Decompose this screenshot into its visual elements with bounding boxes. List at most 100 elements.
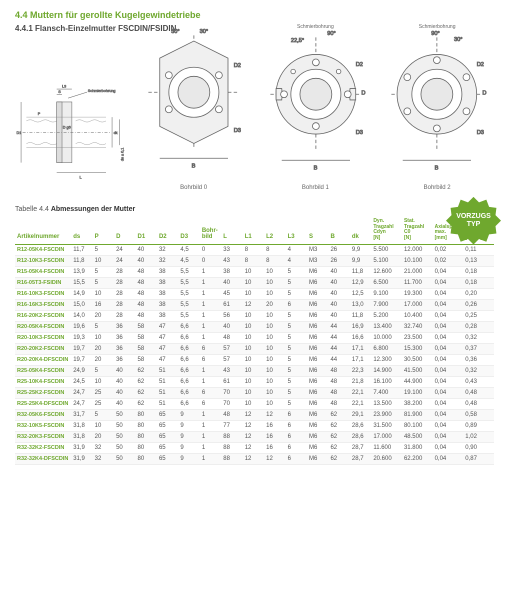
table-cell: 28,7 [350,443,371,454]
table-cell: 20 [93,432,114,443]
table-cell: M3 [307,256,328,267]
table-row: R16-10K3-FSCDIN14,9102848385,514510105M6… [15,289,494,300]
table-cell: 11,8 [350,267,371,278]
table-cell: 10 [93,333,114,344]
table-cell: 20 [93,355,114,366]
svg-text:D3: D3 [355,130,362,136]
table-cell: 5 [286,289,307,300]
table-cell: 31,8 [71,421,92,432]
table-cell: 9 [178,454,199,465]
table-cell: 0,04 [433,311,464,322]
column-header: dk [350,216,371,245]
table-cell: 62 [328,443,349,454]
table-cell: 19.100 [402,388,433,399]
table-cell: 62 [136,388,157,399]
table-cell: 0,18 [463,278,494,289]
svg-text:30°: 30° [199,29,208,35]
table-cell: 0,18 [463,267,494,278]
column-header: L3 [286,216,307,245]
table-cell: 17.000 [371,432,402,443]
table-cell: 5.500 [371,245,402,256]
table-cell: 50 [114,443,135,454]
table-cell: 14.900 [371,366,402,377]
table-cell: 11,8 [71,256,92,267]
table-cell: 48.500 [402,432,433,443]
table-cell: 5 [93,322,114,333]
table-cell: 1 [200,421,221,432]
table-cell: 5,5 [178,311,199,322]
table-cell: 48 [136,300,157,311]
table-cell: 62 [136,366,157,377]
table-cell: M6 [307,443,328,454]
table-cell: 10 [264,399,285,410]
table-cell: 1 [200,377,221,388]
table-cell: 28 [114,311,135,322]
table-cell: 0 [200,245,221,256]
table-cell: 58 [136,355,157,366]
table-cell: 62 [136,399,157,410]
table-cell: 10 [264,388,285,399]
table-cell: 48 [136,278,157,289]
table-cell: 80 [136,443,157,454]
table-cell: 10 [243,344,264,355]
svg-text:D2: D2 [355,62,362,68]
table-cell: R20-20K4-DFSCDIN [15,355,71,366]
table-cell: 26 [328,256,349,267]
table-cell: R32-32K2-FSCDIN [15,443,71,454]
table-row: R25-25K2-FSCDIN24,7254062516,667010105M6… [15,388,494,399]
table-cell: 1 [200,454,221,465]
table-cell: 5 [286,344,307,355]
table-cell: 47 [157,322,178,333]
table-cell: 40 [328,300,349,311]
table-cell: 50 [114,454,135,465]
table-cell: 45 [221,289,242,300]
table-row: R25-25K4-DFSCDIN24,7254062516,667010105M… [15,399,494,410]
column-header: Artikelnummer [15,216,71,245]
table-cell: 10 [93,256,114,267]
table-cell: M6 [307,388,328,399]
table-cell: 51 [157,377,178,388]
column-header: Bohr-bild [200,216,221,245]
table-cell: 9 [178,432,199,443]
table-cell: 0,89 [463,421,494,432]
table-cell: 10 [264,278,285,289]
table-row: R16-20K2-FSCDIN14,0202848385,515610105M6… [15,311,494,322]
table-cell: 44 [328,322,349,333]
svg-text:L3: L3 [62,84,66,88]
table-cell: 47 [157,333,178,344]
table-cell: 10 [243,333,264,344]
table-cell: 10 [243,355,264,366]
table-cell: 12.000 [402,245,433,256]
svg-text:D3: D3 [477,130,484,136]
table-cell: 10 [93,421,114,432]
table-cell: 38 [157,300,178,311]
table-cell: 12 [243,443,264,454]
table-cell: 36 [114,355,135,366]
table-cell: 10 [264,322,285,333]
table-cell: R32-05K6-FSCDIN [15,410,71,421]
table-cell: 1 [200,267,221,278]
table-cell: 11,7 [71,245,92,256]
table-cell: 43 [221,366,242,377]
table-cell: 5 [286,322,307,333]
table-cell: M6 [307,366,328,377]
table-cell: 57 [221,344,242,355]
table-cell: R20-10K3-FSCDIN [15,333,71,344]
table-cell: 6 [200,399,221,410]
table-cell: 40 [221,322,242,333]
table-row: R16-16K3-FSCDIN15,0162848385,516112206M6… [15,300,494,311]
table-cell: 48 [328,377,349,388]
table-cell: 48 [328,366,349,377]
svg-text:30°: 30° [171,29,180,35]
table-cell: 70 [221,399,242,410]
table-cell: R16-10K3-FSCDIN [15,289,71,300]
table-cell: 1 [200,278,221,289]
table-cell: R16-05T3-FSIDIN [15,278,71,289]
table-cell: M6 [307,410,328,421]
table-cell: 88 [221,454,242,465]
table-cell: 58 [136,344,157,355]
bohrbild-0-label: Bohrbild 0 [137,185,251,191]
table-cell: M6 [307,322,328,333]
table-cell: 6 [200,344,221,355]
table-cell: 12 [243,432,264,443]
